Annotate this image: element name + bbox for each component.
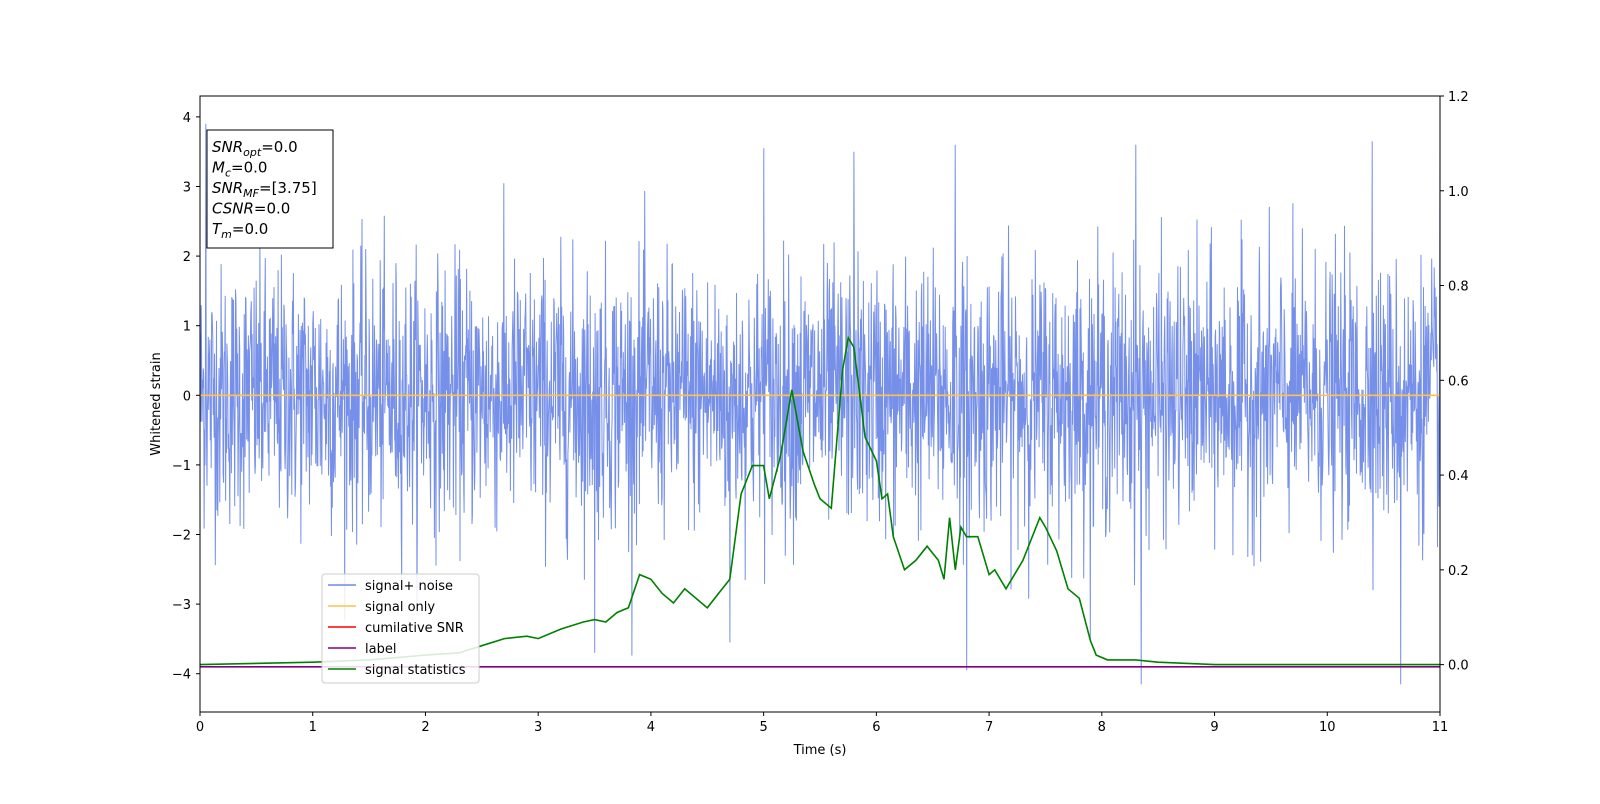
y2-axis-ticks: 0.0 0.2 0.4 0.6 0.8 1.0 1.2 [1440, 90, 1469, 674]
y2-tick-label: 0.0 [1448, 659, 1469, 674]
x-tick-label: 7 [985, 720, 993, 735]
y-axis-label: Whitened strain [149, 352, 164, 455]
series-line-signal-statistics [199, 335, 1440, 666]
annotation-line: Mc=0.0 [212, 159, 267, 180]
x-tick-label: 11 [1432, 720, 1449, 735]
x-tick-label: 4 [647, 720, 655, 735]
y-tick-label: −3 [172, 598, 191, 613]
x-tick-label: 8 [1098, 720, 1106, 735]
y-axis-ticks: −4 −3 −2 −1 0 1 2 3 4 [172, 111, 200, 683]
x-tick-label: 10 [1319, 720, 1336, 735]
x-tick-label: 9 [1210, 720, 1218, 735]
x-tick-label: 1 [309, 720, 317, 735]
series-line-signal-plus-noise [199, 123, 1441, 685]
y-tick-label: −2 [172, 529, 191, 544]
x-tick-label: 6 [872, 720, 880, 735]
legend-label: signal only [365, 600, 435, 615]
x-tick-label: 2 [421, 720, 429, 735]
legend-label: signal statistics [365, 663, 466, 678]
y-tick-label: 3 [183, 180, 191, 195]
y2-tick-label: 0.2 [1448, 564, 1469, 579]
x-axis-label: Time (s) [793, 743, 847, 758]
annotation-line: SNRopt=0.0 [212, 138, 298, 159]
y-tick-label: 1 [183, 320, 191, 335]
x-axis-ticks: 0 1 2 3 4 5 6 7 8 9 10 11 [196, 712, 1448, 735]
x-tick-label: 0 [196, 720, 204, 735]
x-tick-label: 3 [534, 720, 542, 735]
annotation-line: SNRMF=[3.75] [212, 179, 317, 200]
y2-tick-label: 0.6 [1448, 374, 1469, 389]
noise-series-layer [199, 123, 1441, 685]
legend-label: signal+ noise [365, 579, 453, 594]
plot-frame [199, 95, 1441, 713]
legend: signal+ noise signal only cumilative SNR la… [321, 573, 480, 684]
y2-tick-label: 0.4 [1448, 469, 1469, 484]
annotation-line: Tm=0.0 [212, 220, 268, 241]
y-tick-label: −1 [172, 459, 191, 474]
y2-tick-label: 1.0 [1448, 185, 1469, 200]
annotation-line: CSNR=0.0 [212, 200, 290, 218]
y2-tick-label: 1.2 [1448, 90, 1469, 105]
y-tick-label: 2 [183, 250, 191, 265]
annotation-box-frame [206, 129, 334, 249]
y-tick-label: 4 [183, 111, 191, 126]
y-tick-label: −4 [172, 668, 191, 683]
legend-label: label [365, 642, 396, 657]
x-tick-label: 5 [759, 720, 767, 735]
y-tick-label: 0 [183, 389, 191, 404]
legend-frame [321, 573, 480, 684]
legend-label: cumilative SNR [365, 621, 464, 636]
y2-tick-label: 0.8 [1448, 280, 1469, 295]
